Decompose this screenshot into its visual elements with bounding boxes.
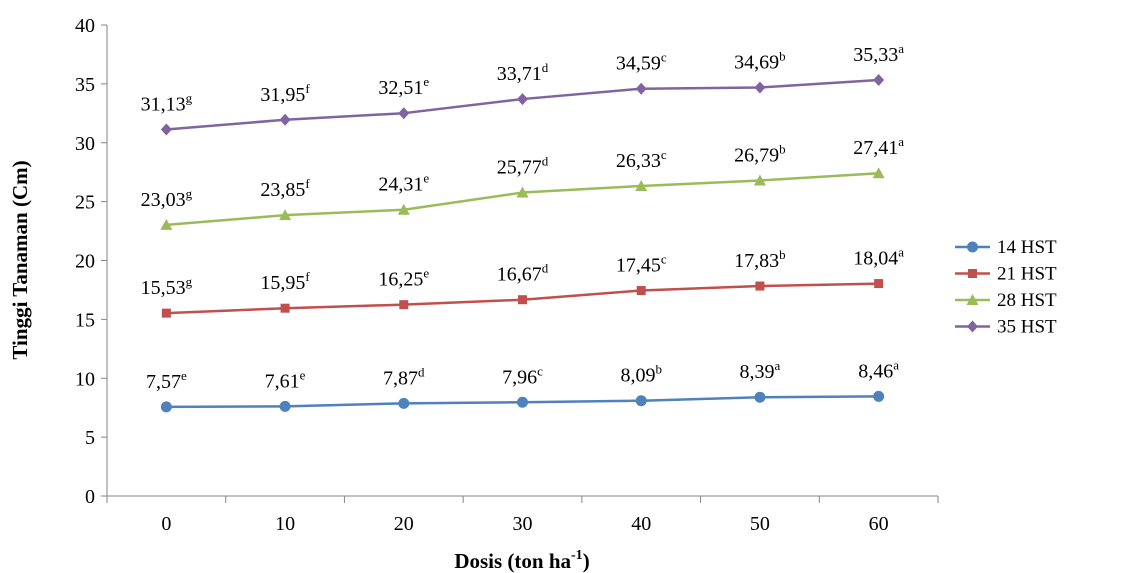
data-point-21-hst: [518, 295, 527, 305]
data-label-28-hst: 25,77d: [497, 154, 549, 179]
x-axis: 0 10 20 30 40 50 60: [106, 495, 939, 535]
data-point-21-hst: [874, 279, 884, 289]
data-label-35-hst: 34,69b: [734, 49, 786, 74]
data-point-35-hst: [517, 93, 528, 106]
data-point-14-hst: [279, 400, 291, 412]
data-label-35-hst: 31,13g: [141, 90, 193, 115]
data-label-28-hst: 24,31e: [378, 171, 429, 196]
data-label-21-hst: 17,83b: [734, 247, 786, 272]
y-tick-label: 10: [75, 368, 95, 390]
data-label-35-hst: 31,95f: [260, 81, 310, 106]
data-label-28-hst: 26,33c: [616, 147, 667, 172]
data-label-21-hst: 16,67d: [497, 261, 549, 286]
y-tick-label: 30: [75, 133, 95, 155]
data-label-14-hst: 7,57e: [146, 368, 187, 393]
x-tick-label: 60: [869, 513, 889, 535]
data-label-35-hst: 32,51e: [378, 74, 429, 99]
y-tick-label: 5: [85, 427, 95, 449]
data-label-35-hst: 34,59c: [616, 50, 667, 75]
data-point-35-hst: [754, 81, 766, 94]
y-tick-label: 15: [75, 309, 95, 331]
data-label-14-hst: 7,96c: [502, 363, 543, 388]
data-point-14-hst: [398, 397, 410, 409]
x-tick-label: 50: [750, 513, 770, 535]
legend-item-35-hst: 35 HST: [955, 317, 1057, 338]
data-point-14-hst: [635, 395, 647, 407]
data-point-28-hst: [872, 167, 885, 179]
data-label-21-hst: 17,45c: [616, 252, 667, 277]
legend-label: 35 HST: [997, 317, 1057, 338]
data-point-21-hst: [161, 308, 171, 318]
legend-swatch-marker: [967, 320, 978, 333]
data-point-21-hst: [755, 281, 765, 291]
y-axis-title: Tinggi Tanaman (Cm): [8, 160, 32, 359]
data-label-35-hst: 33,71d: [497, 60, 549, 85]
data-point-14-hst: [754, 391, 766, 403]
legend-item-21-hst: 21 HST: [955, 264, 1057, 285]
x-axis-title: Dosis (ton ha-1): [454, 548, 589, 573]
y-tick-label: 35: [75, 74, 95, 96]
y-tick-label: 0: [85, 486, 95, 508]
data-label-21-hst: 18,04a: [853, 245, 904, 270]
legend-swatch-marker: [967, 241, 978, 253]
x-tick-label: 20: [394, 513, 414, 535]
data-label-14-hst: 7,87d: [383, 364, 425, 389]
data-point-35-hst: [279, 113, 291, 126]
x-axis-title-sup: -1: [571, 548, 583, 563]
data-label-28-hst: 27,41a: [853, 134, 904, 159]
x-tick-label: 30: [513, 513, 533, 535]
data-label-28-hst: 23,03g: [141, 186, 193, 211]
x-tick-label: 10: [275, 513, 295, 535]
y-tick-label: 40: [75, 15, 95, 37]
x-axis-title-main: Dosis (ton ha: [454, 549, 571, 573]
data-point-28-hst: [516, 186, 529, 198]
y-tick-label: 25: [75, 192, 95, 214]
y-tick-label: 20: [75, 251, 95, 273]
data-point-14-hst: [873, 390, 885, 402]
legend-label: 28 HST: [997, 290, 1057, 311]
legend-label: 21 HST: [997, 264, 1057, 285]
data-label-14-hst: 8,39a: [740, 358, 781, 383]
y-axis: 0 5 10 15 20 25 30 35 40: [75, 15, 108, 508]
data-point-21-hst: [399, 300, 409, 310]
data-point-28-hst: [753, 174, 766, 186]
x-axis-title-end: ): [583, 549, 590, 573]
data-point-28-hst: [397, 203, 410, 215]
data-label-14-hst: 8,46a: [858, 357, 899, 382]
data-point-21-hst: [280, 303, 290, 313]
data-point-28-hst: [279, 209, 292, 221]
data-point-28-hst: [160, 218, 173, 230]
data-point-35-hst: [635, 82, 647, 95]
legend-item-28-hst: 28 HST: [955, 290, 1057, 311]
data-label-14-hst: 8,09b: [620, 362, 662, 387]
legend-item-14-hst: 14 HST: [955, 237, 1057, 258]
data-label-21-hst: 15,53g: [141, 274, 193, 299]
data-label-28-hst: 23,85f: [260, 176, 310, 201]
data-point-14-hst: [160, 401, 172, 413]
legend: 14 HST 21 HST 28 HST 35 HST: [955, 237, 1057, 338]
data-point-28-hst: [635, 179, 648, 191]
x-tick-label: 40: [631, 513, 651, 535]
data-label-21-hst: 15,95f: [260, 269, 310, 294]
x-tick-label: 0: [161, 513, 171, 535]
data-point-35-hst: [873, 73, 885, 86]
data-label-21-hst: 16,25e: [378, 266, 429, 291]
legend-label: 14 HST: [997, 237, 1057, 258]
data-label-14-hst: 7,61e: [265, 367, 306, 392]
data-label-28-hst: 26,79b: [734, 142, 786, 167]
data-label-layer: 7,57e 7,61e 7,87d 7,96c 8,09b 8,39a 8,46a 15,53…: [141, 41, 905, 393]
data-point-14-hst: [517, 396, 528, 408]
legend-swatch-marker: [966, 294, 979, 305]
legend-swatch-marker: [968, 269, 977, 278]
series-layer: [160, 73, 885, 413]
data-point-21-hst: [636, 286, 646, 296]
data-point-35-hst: [160, 123, 172, 136]
data-label-35-hst: 35,33a: [853, 41, 904, 66]
data-point-35-hst: [398, 107, 410, 120]
